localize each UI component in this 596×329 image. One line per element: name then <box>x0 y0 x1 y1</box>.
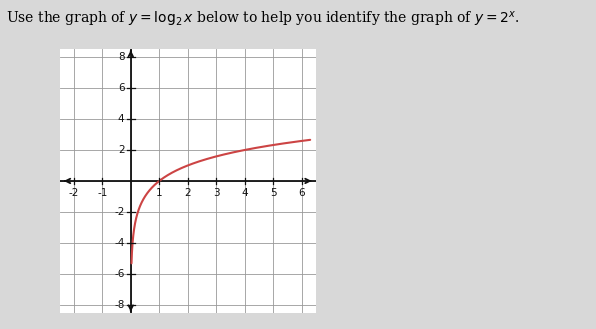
Text: 4: 4 <box>118 114 125 124</box>
Text: -1: -1 <box>97 188 107 198</box>
Text: 5: 5 <box>270 188 277 198</box>
Text: 4: 4 <box>241 188 248 198</box>
Text: -8: -8 <box>114 300 125 310</box>
Text: 6: 6 <box>299 188 305 198</box>
Text: 2: 2 <box>184 188 191 198</box>
Text: -4: -4 <box>114 238 125 248</box>
Text: -2: -2 <box>69 188 79 198</box>
Text: 8: 8 <box>118 52 125 62</box>
Text: 3: 3 <box>213 188 219 198</box>
Text: 6: 6 <box>118 83 125 93</box>
Text: Use the graph of $y=\log_2 x$ below to help you identify the graph of $y=2^x$.: Use the graph of $y=\log_2 x$ below to h… <box>6 10 520 29</box>
Text: -2: -2 <box>114 207 125 217</box>
Text: 1: 1 <box>156 188 163 198</box>
Text: 2: 2 <box>118 145 125 155</box>
Text: -6: -6 <box>114 269 125 279</box>
